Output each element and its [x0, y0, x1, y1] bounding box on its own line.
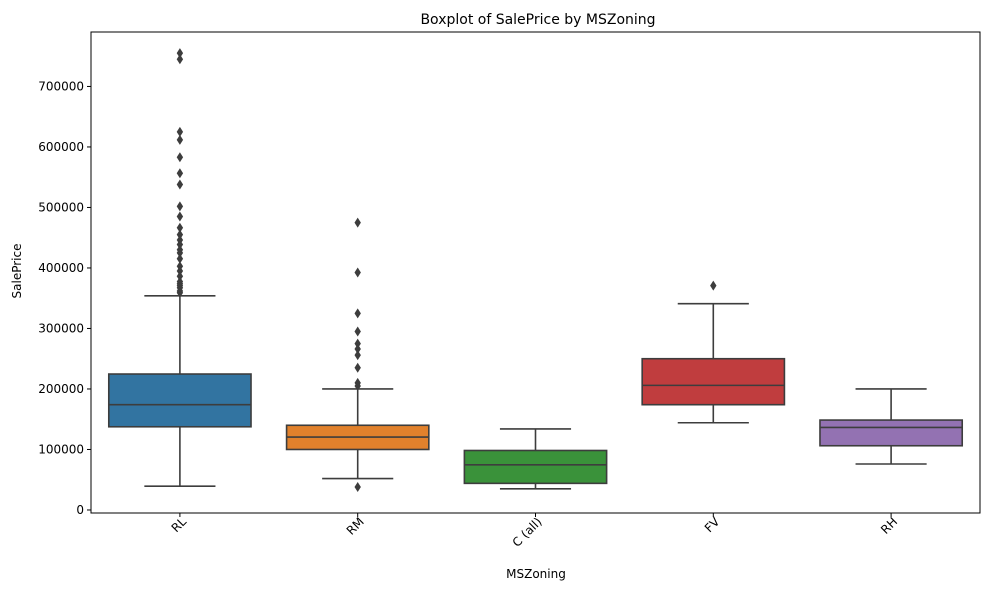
- y-axis-label: SalePrice: [10, 244, 24, 299]
- iqr-box: [819, 419, 964, 447]
- y-tick-label: 300000: [38, 321, 84, 335]
- box-c-all-: [463, 428, 608, 490]
- y-tick-label: 200000: [38, 382, 84, 396]
- y-tick-label: 600000: [38, 140, 84, 154]
- y-tick-label: 400000: [38, 261, 84, 275]
- box-rm: [285, 217, 430, 493]
- iqr-box: [107, 373, 252, 428]
- chart-title: Boxplot of SalePrice by MSZoning: [420, 12, 655, 28]
- y-tick-label: 500000: [38, 200, 84, 214]
- outlier-point: [176, 126, 184, 137]
- x-axis-label: MSZoning: [506, 567, 566, 581]
- outlier-point: [176, 222, 184, 233]
- x-axis: RL RM C (all) FV RH: [169, 513, 900, 550]
- outlier-point: [176, 229, 184, 240]
- outlier-point: [176, 179, 184, 190]
- outlier-point: [354, 326, 361, 337]
- box-fv: [641, 280, 786, 424]
- y-tick-label: 700000: [38, 79, 84, 93]
- x-tick-label: RH: [878, 515, 900, 537]
- outlier-point: [176, 271, 184, 282]
- box-rh: [819, 388, 964, 465]
- y-tick-label: 100000: [38, 442, 84, 456]
- outlier-point: [176, 211, 184, 222]
- outlier-point: [176, 152, 184, 163]
- outlier-point: [354, 344, 361, 355]
- outlier-point: [176, 201, 184, 212]
- outlier-point: [176, 239, 184, 250]
- outlier-point: [354, 482, 361, 493]
- x-tick-label: FV: [702, 514, 723, 535]
- outlier-point: [176, 168, 184, 179]
- outlier-point: [176, 247, 184, 258]
- outlier-point: [354, 217, 361, 228]
- outlier-point: [354, 267, 361, 278]
- iqr-box: [641, 357, 786, 406]
- outlier-point: [176, 134, 184, 145]
- outlier-point: [354, 362, 361, 373]
- outlier-point: [176, 54, 184, 65]
- outlier-point: [354, 338, 361, 349]
- outlier-point: [176, 287, 184, 298]
- outlier-point: [354, 380, 361, 391]
- iqr-box: [463, 449, 608, 485]
- outlier-point: [710, 280, 717, 291]
- plot-area: [107, 48, 964, 493]
- outlier-point: [176, 253, 184, 264]
- y-tick-label: 0: [76, 503, 84, 517]
- outlier-point: [354, 308, 361, 319]
- outlier-point: [176, 265, 184, 276]
- x-tick-label: RM: [344, 515, 367, 538]
- outlier-point: [354, 350, 361, 361]
- outlier-point: [176, 48, 184, 59]
- box-rl: [107, 48, 252, 487]
- y-axis: 0 100000 200000 300000 400000 500000 600000 700…: [38, 79, 91, 517]
- x-tick-label: RL: [169, 514, 190, 535]
- x-tick-label: C (all): [510, 515, 545, 550]
